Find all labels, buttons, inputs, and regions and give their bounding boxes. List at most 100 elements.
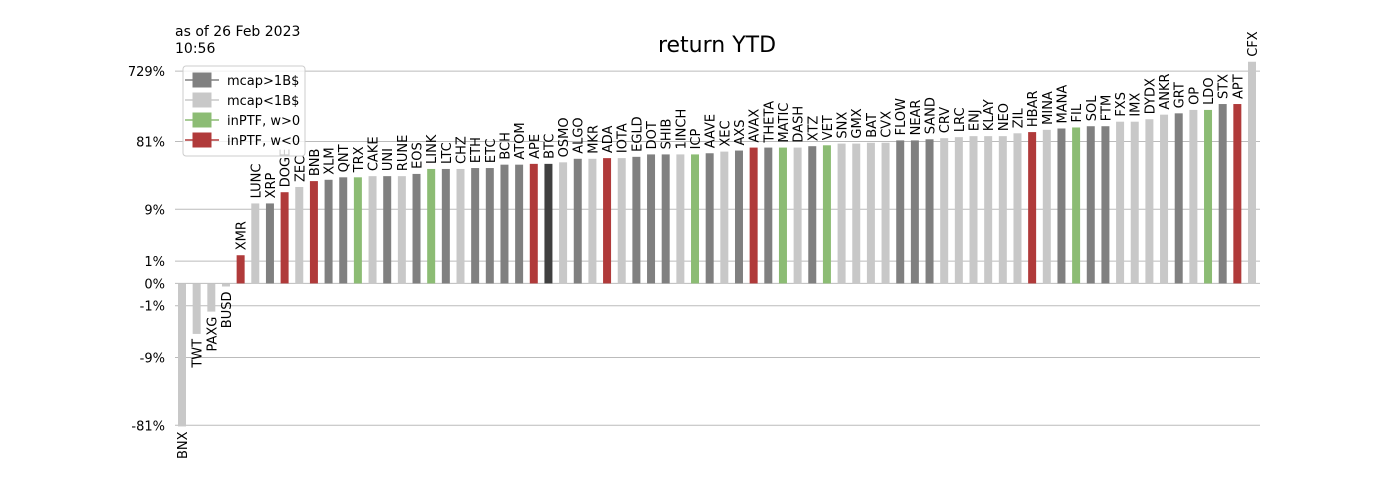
bar bbox=[661, 154, 670, 284]
bar-label: BCH bbox=[498, 132, 513, 160]
bar-label: TRX bbox=[352, 146, 367, 173]
bar-label: SHIB bbox=[660, 119, 675, 150]
bar bbox=[441, 168, 450, 284]
bar-label: ZEC bbox=[293, 156, 308, 182]
bar-label: NEAR bbox=[909, 100, 924, 136]
bar-label: DASH bbox=[792, 106, 807, 143]
bar-label: IMX bbox=[1129, 93, 1144, 117]
bar-label: GRT bbox=[1173, 82, 1188, 108]
bar bbox=[822, 145, 831, 284]
bar bbox=[910, 140, 919, 284]
bar bbox=[691, 154, 700, 284]
bar bbox=[969, 136, 978, 284]
bar-label: FTM bbox=[1099, 95, 1114, 121]
bar bbox=[617, 158, 626, 284]
bar bbox=[265, 203, 274, 284]
bar-label: MATIC bbox=[777, 103, 792, 143]
bar bbox=[353, 177, 362, 284]
bar bbox=[896, 140, 905, 284]
bar bbox=[837, 143, 846, 284]
bar bbox=[984, 136, 993, 284]
bar bbox=[1145, 119, 1154, 284]
bar bbox=[793, 147, 802, 284]
bar bbox=[427, 168, 436, 284]
bar bbox=[734, 150, 743, 284]
bar-label: TWT bbox=[191, 339, 206, 369]
legend-label: mcap>1B$ bbox=[227, 74, 299, 89]
legend-label: inPTF, w>0 bbox=[227, 114, 300, 129]
bar-label: ZIL bbox=[1011, 108, 1026, 129]
bar-label: AVAX bbox=[748, 109, 763, 143]
bar-label: BNB bbox=[308, 149, 323, 177]
bar-label: LUNC bbox=[249, 163, 264, 198]
bar-label: FIL bbox=[1070, 103, 1085, 122]
bar bbox=[1101, 126, 1110, 284]
bar-label: LRC bbox=[953, 107, 968, 132]
bar bbox=[1057, 128, 1066, 284]
note: 10:56 bbox=[175, 41, 215, 57]
bar bbox=[178, 283, 186, 427]
bar bbox=[324, 179, 333, 284]
bar bbox=[1116, 121, 1125, 284]
bar bbox=[705, 153, 714, 284]
bar-label: XTZ bbox=[806, 116, 821, 142]
bar bbox=[720, 151, 729, 284]
bar-label: OSMO bbox=[557, 117, 572, 157]
bar bbox=[764, 147, 773, 284]
bar-label: DYDX bbox=[1143, 78, 1158, 114]
bar bbox=[940, 138, 949, 284]
bar-label: LINK bbox=[425, 134, 440, 164]
bar-label: ICP bbox=[689, 128, 704, 149]
bar-label: APT bbox=[1231, 74, 1246, 99]
legend-box bbox=[182, 65, 306, 157]
bar bbox=[221, 283, 230, 287]
bar-label: FXS bbox=[1114, 92, 1129, 117]
bar-label: APE bbox=[528, 134, 543, 159]
bar-label: XMR bbox=[235, 221, 250, 250]
bar bbox=[1013, 133, 1022, 284]
bar-label: LTC bbox=[440, 142, 455, 164]
bar-label: DOT bbox=[645, 121, 660, 149]
bar-label: ETH bbox=[469, 137, 484, 163]
bar-label: AXS bbox=[733, 119, 748, 145]
y-tick-label: 0% bbox=[144, 277, 165, 292]
legend-label: mcap<1B$ bbox=[227, 94, 299, 109]
bar bbox=[647, 154, 656, 284]
bar bbox=[778, 147, 787, 284]
bar bbox=[397, 176, 406, 284]
bar bbox=[236, 255, 245, 284]
y-tick-label: -1% bbox=[140, 300, 165, 315]
bar-label: ETC bbox=[484, 139, 499, 163]
bar-label: IOTA bbox=[616, 123, 631, 153]
bar-label: BUSD bbox=[220, 291, 235, 328]
bar bbox=[485, 168, 494, 284]
bar-label: VET bbox=[821, 115, 836, 140]
y-tick-label: 81% bbox=[136, 136, 165, 151]
bar bbox=[1042, 129, 1051, 284]
bar-label: RUNE bbox=[396, 135, 411, 172]
bar-label: SOL bbox=[1085, 95, 1100, 121]
y-tick-label: 9% bbox=[144, 203, 165, 218]
bar-label: CAKE bbox=[367, 136, 382, 171]
bar-label: EGLD bbox=[630, 116, 645, 152]
bar-label: ATOM bbox=[513, 122, 528, 159]
bar bbox=[280, 192, 289, 284]
bar-label: KLAY bbox=[982, 99, 997, 131]
bar-label: CRV bbox=[938, 107, 953, 133]
bar-label: CHZ bbox=[454, 136, 469, 164]
bar bbox=[515, 164, 524, 284]
bar-label: XLM bbox=[323, 147, 338, 174]
bar-label: OP bbox=[1187, 87, 1202, 105]
bar bbox=[500, 164, 509, 284]
bar bbox=[1218, 104, 1227, 284]
bar-label: XRP bbox=[264, 172, 279, 198]
bar-label: PAXG bbox=[205, 317, 220, 352]
bar-label: 1INCH bbox=[674, 109, 689, 150]
y-tick-label: -9% bbox=[140, 352, 165, 367]
bar bbox=[383, 176, 392, 284]
bar bbox=[544, 163, 553, 284]
bar-label: SNX bbox=[836, 112, 851, 139]
bar bbox=[954, 137, 963, 284]
chart-title: return YTD bbox=[658, 33, 776, 58]
